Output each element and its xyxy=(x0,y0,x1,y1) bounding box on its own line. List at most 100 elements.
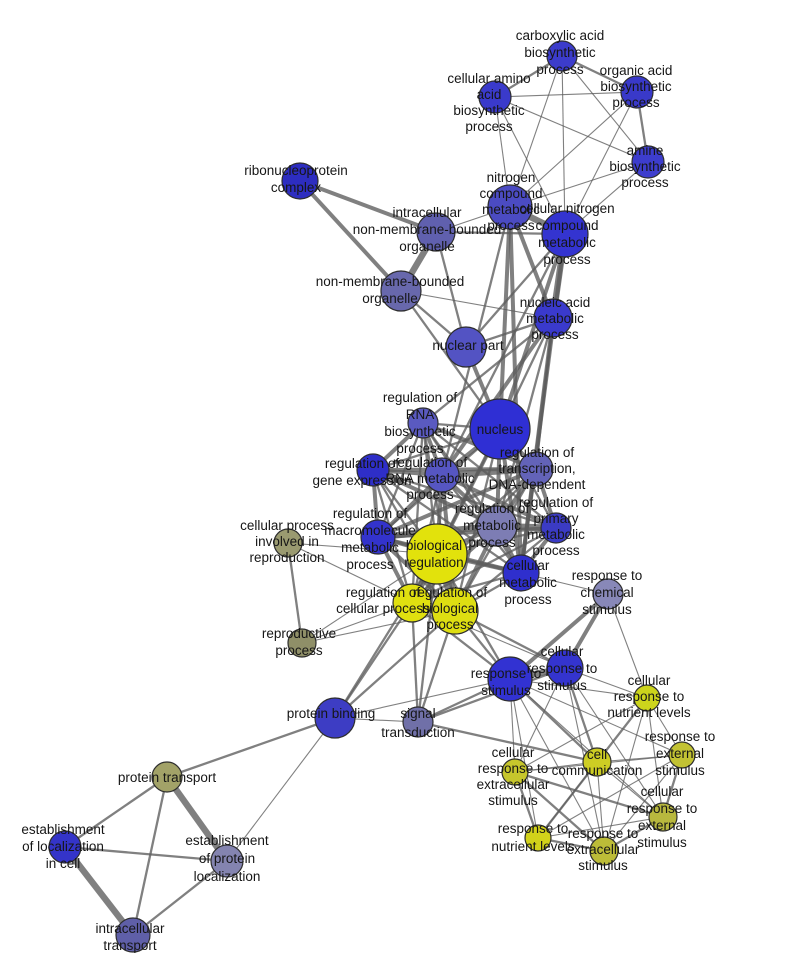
node-layer xyxy=(48,40,696,953)
node-rnl[interactable] xyxy=(524,824,552,852)
node-label-rcs: response to chemical stimulus xyxy=(572,568,643,617)
edge-elc-it xyxy=(62,845,136,937)
node-label-nam: nucleic acid metabolic process xyxy=(520,295,591,342)
edge-rcs-crnl xyxy=(607,593,648,699)
node-pt[interactable] xyxy=(151,761,183,793)
node-label-rmm: regulation of macromolecule metabolic proce… xyxy=(324,506,416,572)
node-label-br: biological regulation xyxy=(404,538,463,570)
edge-rexs-cres xyxy=(514,771,605,852)
node-res[interactable] xyxy=(668,741,696,769)
node-label-cres: cellular response to extracellular stimulus xyxy=(477,745,550,808)
node-st[interactable] xyxy=(402,706,434,738)
node-label-rrb: regulation of RNA biosynthetic process xyxy=(383,390,458,456)
node-cresx[interactable] xyxy=(648,802,678,832)
node-rge[interactable] xyxy=(356,453,390,487)
node-caab[interactable] xyxy=(478,80,512,114)
edge-rs-rexs xyxy=(509,678,605,852)
node-cres[interactable] xyxy=(501,758,529,786)
edge-rs-cresx xyxy=(509,678,664,818)
node-ncm[interactable] xyxy=(487,184,533,230)
edge-cncm-rrm xyxy=(440,233,567,476)
edge-cc-rnl xyxy=(537,761,598,839)
node-rexs[interactable] xyxy=(589,836,619,866)
node-cab[interactable] xyxy=(546,40,578,72)
node-label-it: intracellular transport xyxy=(95,921,165,953)
edge-cab-ncm xyxy=(509,55,563,208)
node-label-crs: cellular response to stimulus xyxy=(527,644,598,693)
edge-np-cncm xyxy=(465,233,566,348)
node-rs[interactable] xyxy=(487,656,533,702)
node-rtd[interactable] xyxy=(518,451,554,487)
node-label-cresx: cellular response to external stimulus xyxy=(627,784,698,850)
edge-nmo-nam xyxy=(400,290,554,319)
node-inmo[interactable] xyxy=(416,212,456,252)
node-rcp[interactable] xyxy=(392,583,432,623)
node-br[interactable] xyxy=(406,523,468,585)
node-label-rnp: ribonucleoprotein complex xyxy=(244,163,348,195)
node-label-cc: cell communication xyxy=(552,747,643,778)
node-rmm[interactable] xyxy=(360,519,396,555)
node-cncm[interactable] xyxy=(541,210,589,258)
node-label-rrm: regulation of RNA metabolic process xyxy=(385,455,475,502)
node-label-st: signal transduction xyxy=(381,706,455,740)
edge-crnl-cres xyxy=(514,697,648,773)
edge-nam-rrm xyxy=(440,316,555,477)
node-cmp[interactable] xyxy=(502,554,540,592)
node-it[interactable] xyxy=(115,917,151,953)
node-crnl[interactable] xyxy=(633,684,661,712)
node-nuc[interactable] xyxy=(469,398,531,460)
edge-rrb-rpm xyxy=(422,422,557,529)
node-nam[interactable] xyxy=(533,298,573,338)
edge-cab-ab xyxy=(561,55,649,163)
node-ab[interactable] xyxy=(631,145,665,179)
edge-pb-epl xyxy=(226,717,336,862)
node-label-cpir: cellular process involved in reproduction xyxy=(240,518,334,565)
edge-oab-caab xyxy=(494,91,638,98)
node-rp[interactable] xyxy=(287,628,317,658)
node-label-cab: carboxylic acid biosynthetic process xyxy=(516,28,605,77)
node-label-np: nuclear part xyxy=(432,338,504,353)
node-rcs[interactable] xyxy=(592,578,624,610)
edge-cresx-cres xyxy=(514,770,664,819)
node-rrm[interactable] xyxy=(424,457,460,493)
node-nmo[interactable] xyxy=(380,270,422,312)
node-rrb[interactable] xyxy=(407,407,439,439)
edge-crs-st xyxy=(417,666,566,724)
node-cpir[interactable] xyxy=(273,528,303,558)
edge-crs-cres xyxy=(514,667,566,773)
node-rmp[interactable] xyxy=(476,505,518,547)
node-label-rge: regulation of gene expression xyxy=(312,456,411,488)
node-oab[interactable] xyxy=(620,75,654,109)
edge-pt-it xyxy=(131,776,169,936)
node-epl[interactable] xyxy=(210,844,244,878)
node-label-res: response to external stimulus xyxy=(645,729,716,778)
node-crs[interactable] xyxy=(546,649,584,687)
node-label-cmp: cellular metabolic process xyxy=(499,558,557,607)
edge-caab-cncm xyxy=(494,96,566,235)
edge-cpir-rp xyxy=(286,542,304,644)
edge-crs-cresx xyxy=(564,667,664,818)
node-rnp[interactable] xyxy=(281,162,319,200)
node-label-elc: establishment of localization in cell xyxy=(21,822,105,871)
edge-res-rexs xyxy=(603,754,683,852)
edge-nam-rrb xyxy=(422,317,554,424)
node-rpm[interactable] xyxy=(540,512,572,544)
node-elc[interactable] xyxy=(48,830,82,864)
node-rbp[interactable] xyxy=(431,587,479,635)
edge-rcp-st xyxy=(410,602,420,723)
edge-pb-pt xyxy=(166,716,336,779)
node-cc[interactable] xyxy=(582,747,612,777)
edge-rs-rnl xyxy=(509,678,539,839)
node-label-rmp: regulation of metabolic process xyxy=(455,501,530,550)
node-label-rbp: regulation of biological process xyxy=(413,585,488,632)
node-pb[interactable] xyxy=(314,697,356,739)
node-label-oab: organic acid biosynthetic process xyxy=(600,63,673,110)
edge-pt-epl xyxy=(164,775,230,863)
edge-pb-rcp xyxy=(334,602,413,719)
node-np[interactable] xyxy=(445,326,487,368)
node-label-crnl: cellular response to nutrient levels xyxy=(607,673,691,720)
edge-pb-rs xyxy=(334,678,511,719)
edge-ab-ncm xyxy=(509,161,649,208)
